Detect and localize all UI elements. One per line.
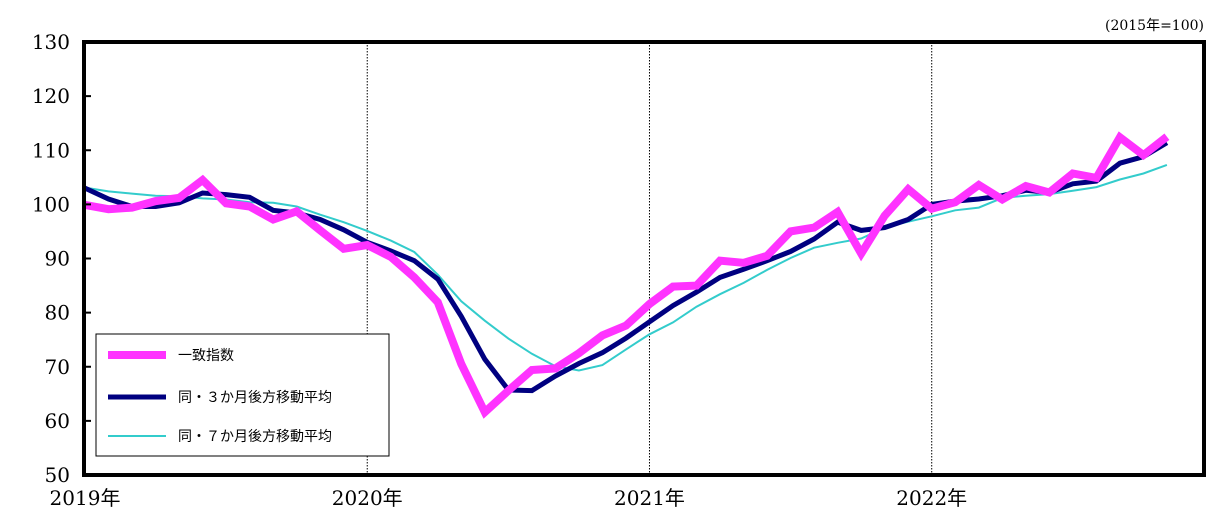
y-tick-label: 80 xyxy=(45,301,70,325)
y-tick-label: 50 xyxy=(45,463,70,487)
x-year-label: 2022年 xyxy=(896,486,967,510)
y-tick-label: 100 xyxy=(32,192,70,216)
y-tick-label: 110 xyxy=(32,138,70,162)
x-axis-labels: 2019年 2020年 2021年 2022年 xyxy=(50,486,968,510)
y-tick-label: 120 xyxy=(32,84,70,108)
unit-note: (2015年=100) xyxy=(1105,18,1204,34)
x-year-label: 2019年 xyxy=(50,486,121,510)
y-tick-label: 70 xyxy=(45,355,70,379)
series-line xyxy=(84,131,1170,419)
y-tick-label: 130 xyxy=(32,30,70,54)
year-gridlines xyxy=(366,42,933,475)
series-lines xyxy=(83,131,1170,419)
series-line xyxy=(84,163,1168,372)
legend-label: 一致指数 xyxy=(178,348,234,364)
legend-label: 同・７か月後方移動平均 xyxy=(178,429,332,445)
y-tick-label: 90 xyxy=(45,247,70,271)
plot-frame xyxy=(82,40,1206,477)
y-tick-label: 60 xyxy=(45,409,70,433)
y-axis-ticks: 50 60 70 80 90 100 110 120 130 xyxy=(32,30,91,487)
legend-label: 同・３か月後方移動平均 xyxy=(178,390,332,406)
x-year-label: 2020年 xyxy=(332,486,403,510)
series-line xyxy=(83,140,1169,394)
x-year-label: 2021年 xyxy=(614,486,685,510)
